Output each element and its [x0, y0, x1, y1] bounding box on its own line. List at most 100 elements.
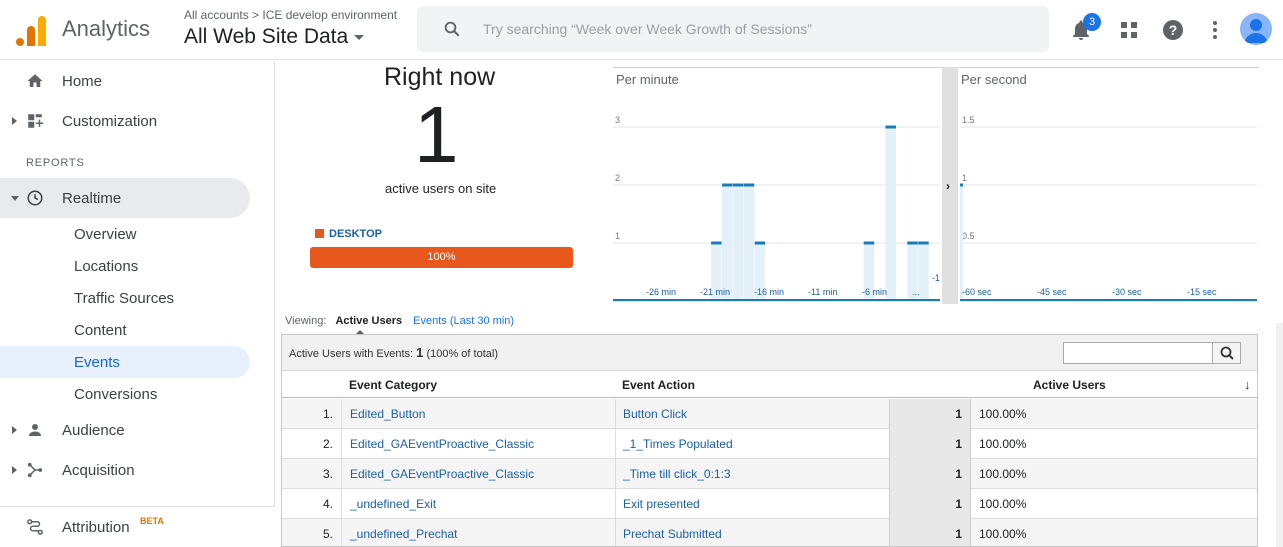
event-category-link[interactable]: Edited_GAEventProactive_Classic: [342, 459, 616, 489]
sidebar-item-realtime[interactable]: Realtime: [0, 178, 250, 218]
sidebar-subitem-conversions[interactable]: Conversions: [0, 378, 250, 410]
bar-top: [743, 183, 755, 187]
help-icon[interactable]: ?: [1161, 18, 1185, 42]
scrollbar[interactable]: [1276, 323, 1283, 547]
table-header: Event Category Event Action Active Users…: [282, 371, 1257, 398]
x-tick-label: -15 sec: [1187, 287, 1217, 297]
table-row: 2. Edited_GAEventProactive_Classic _1_Time…: [282, 429, 1257, 459]
sort-descending-icon[interactable]: ↓: [1244, 377, 1251, 392]
y-tick-label: 3: [615, 115, 620, 125]
property-selector[interactable]: All Web Site Data: [184, 25, 365, 49]
bar-top: [863, 241, 875, 245]
acquisition-icon: [27, 462, 43, 478]
bar: [722, 185, 733, 301]
active-users-value: 1: [889, 429, 971, 459]
event-category-link[interactable]: Edited_Button: [342, 399, 616, 429]
sidebar-subitem-overview[interactable]: Overview: [0, 218, 250, 250]
active-users-value: 1: [889, 519, 971, 546]
sidebar-subitem-label: Overview: [74, 226, 137, 243]
y-tick-label: 2: [615, 173, 620, 183]
event-action-link[interactable]: Exit presented: [623, 497, 700, 511]
table-search: [1063, 342, 1241, 364]
active-users-percent: 100.00%: [979, 497, 1027, 511]
bar-top: [885, 125, 896, 129]
table-summary: Active Users with Events: 1 (100% of tot…: [282, 335, 1257, 371]
chevron-right-icon: ›: [946, 179, 950, 193]
sidebar-item-label: Audience: [62, 422, 125, 439]
tab-active-users[interactable]: Active Users: [335, 315, 403, 327]
sidebar-subitem-label: Traffic Sources: [74, 290, 175, 307]
sidebar-item-label: Acquisition: [62, 462, 135, 479]
analytics-logo-icon[interactable]: [16, 14, 46, 46]
property-name: All Web Site Data: [184, 25, 349, 48]
breadcrumb[interactable]: All accounts > ICE develop environment: [184, 8, 398, 22]
event-action-link[interactable]: _1_Times Populated: [623, 437, 733, 451]
beta-badge: BETA: [140, 516, 164, 526]
sidebar-item-label: Realtime: [62, 190, 122, 207]
event-action-link[interactable]: Prechat Submitted: [623, 527, 722, 541]
column-header-event-action[interactable]: Event Action: [622, 378, 695, 392]
search-input[interactable]: [483, 18, 1023, 40]
event-category-link[interactable]: Edited_GAEventProactive_Classic: [342, 429, 616, 459]
sidebar-item-home[interactable]: Home: [0, 61, 250, 101]
sidebar-item-customization[interactable]: Customization: [0, 101, 250, 141]
bar: [885, 127, 896, 301]
column-header-event-category[interactable]: Event Category: [349, 378, 438, 392]
event-category-link[interactable]: _undefined_Exit: [342, 489, 616, 519]
top-bar: Analytics All accounts > ICE develop env…: [0, 0, 1283, 60]
apps-grid-icon[interactable]: [1117, 18, 1141, 42]
sidebar-subitem-events[interactable]: Events: [0, 346, 250, 378]
sidebar-item-attribution[interactable]: Attribution BETA: [0, 506, 275, 547]
active-users-value: 1: [889, 459, 971, 489]
more-vert-icon[interactable]: [1203, 18, 1227, 42]
summary-count: 1: [416, 345, 424, 360]
active-users-value: 1: [889, 489, 971, 519]
tab-events-last-30[interactable]: Events (Last 30 min): [413, 315, 515, 327]
sidebar-subitem-traffic-sources[interactable]: Traffic Sources: [0, 282, 250, 314]
row-index: 4.: [282, 489, 342, 519]
dashboard-icon: [28, 114, 44, 128]
x-tick-label: -30 sec: [1112, 287, 1142, 297]
event-category-link[interactable]: _undefined_Prechat: [342, 519, 616, 546]
table-search-input[interactable]: [1064, 343, 1214, 363]
summary-prefix: Active Users with Events:: [289, 348, 414, 360]
event-action-link[interactable]: _Time till click_0:1:3: [623, 467, 731, 481]
viewing-label: Viewing:: [285, 315, 327, 327]
bar-top: [732, 183, 744, 187]
y-tick-label: 1: [962, 173, 967, 183]
search-bar[interactable]: [417, 6, 1049, 52]
sidebar-subitem-locations[interactable]: Locations: [0, 250, 250, 282]
y-tick-label: 0.5: [962, 231, 975, 241]
active-users-percent: 100.00%: [979, 407, 1027, 421]
x-tick-label: -45 sec: [1037, 287, 1067, 297]
table-row: 4. _undefined_Exit Exit presented 1 100.00%: [282, 489, 1257, 519]
bar-top: [754, 241, 766, 245]
chart-title: Per second: [961, 72, 1027, 87]
active-users-value: 1: [889, 399, 971, 429]
tab-marker: [355, 330, 365, 335]
clock-icon: [27, 190, 43, 206]
avatar[interactable]: [1240, 13, 1272, 45]
chart-divider[interactable]: ›: [942, 67, 958, 304]
event-action-link[interactable]: Button Click: [623, 407, 688, 421]
table-row: 5. _undefined_Prechat Prechat Submitted 1 10…: [282, 519, 1257, 546]
notification-badge: 3: [1083, 13, 1101, 31]
per-minute-chart: Per minute 1 2 3 -26 min -21 min -16 min -11 m…: [613, 67, 942, 304]
sidebar-item-audience[interactable]: Audience: [0, 410, 250, 450]
x-tick-label: -60 sec: [962, 287, 992, 297]
bar: [918, 243, 929, 301]
bar: [743, 185, 755, 301]
column-header-active-users[interactable]: Active Users: [1033, 378, 1106, 392]
device-name: DESKTOP: [329, 228, 382, 240]
sidebar-subitem-content[interactable]: Content: [0, 314, 250, 346]
sidebar-item-acquisition[interactable]: Acquisition: [0, 450, 250, 490]
device-legend: DESKTOP: [315, 228, 382, 240]
table-summary-text: Active Users with Events: 1 (100% of tot…: [289, 345, 498, 360]
row-index: 1.: [282, 399, 342, 429]
search-icon: [444, 21, 460, 37]
x-tick-label: -1: [932, 273, 940, 283]
sidebar-item-label: Home: [62, 73, 103, 90]
person-icon: [29, 424, 41, 436]
active-users-percent: 100.00%: [979, 437, 1027, 451]
table-search-button[interactable]: [1212, 343, 1240, 363]
